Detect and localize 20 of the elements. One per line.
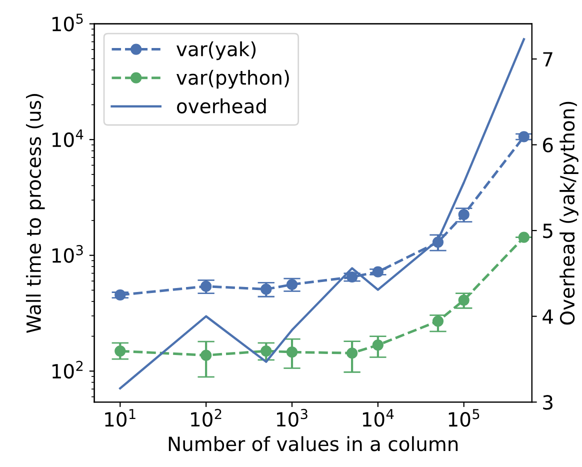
y2-tick-label: 3 <box>543 395 552 410</box>
y-tick-label: 10$^{4}$ <box>52 129 84 148</box>
y-tick-label: 10$^{2}$ <box>52 360 83 379</box>
y2-axis-title: Overhead (yak/python) <box>560 102 578 325</box>
legend-label: var(yak) <box>176 41 256 60</box>
legend-label: overhead <box>177 98 266 114</box>
x-tick-label: 10$^{4}$ <box>362 409 394 427</box>
y-axis-title: Wall time to process (us) <box>26 94 45 333</box>
x-tick-label: 10$^{3}$ <box>277 408 308 427</box>
x-tick-label: 10$^{5}$ <box>448 409 480 427</box>
x-axis-title: Number of values in a column <box>168 436 458 452</box>
y2-tick-label: 7 <box>543 52 552 66</box>
y2-tick-label: 6 <box>543 138 553 152</box>
legend-label: var(python) <box>176 70 289 89</box>
x-tick-label: 10$^{2}$ <box>191 408 222 427</box>
y-tick-label: 10$^{5}$ <box>52 14 83 32</box>
x-tick-label: 10$^{1}$ <box>105 409 136 427</box>
y-tick-label: 10$^{3}$ <box>52 245 83 263</box>
y2-tick-label: 4 <box>542 310 553 324</box>
y2-tick-label: 5 <box>543 224 552 238</box>
